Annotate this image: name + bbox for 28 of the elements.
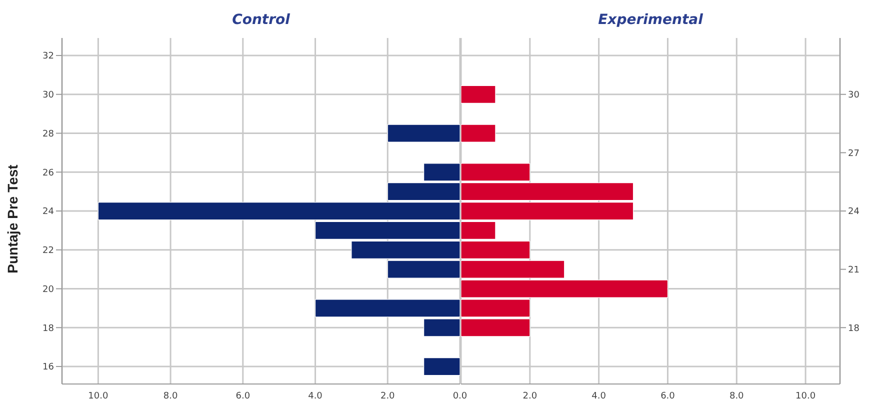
y-tick-label: 24 — [42, 207, 54, 218]
x-tick-label: 2.0 — [522, 391, 538, 402]
x-tick-label: 10.0 — [796, 391, 816, 402]
y-axis-title: Puntaje Pre Test — [4, 164, 20, 274]
x-tick-label: 6.0 — [236, 391, 250, 402]
x-tick-label: 6.0 — [660, 391, 676, 402]
x-tick-label: 4.0 — [308, 391, 323, 402]
x-tick-label: 0.0 — [452, 391, 468, 402]
chart-title: Experimental — [597, 12, 704, 28]
y-tick-label: 27 — [848, 148, 860, 159]
y-tick-label: 24 — [848, 207, 860, 218]
y-tick-label: 16 — [42, 362, 54, 373]
y-tick-label: 20 — [42, 284, 54, 295]
y-tick-label: 28 — [42, 129, 54, 140]
y-tick-label: 18 — [42, 324, 54, 334]
y-tick-label: 18 — [848, 324, 860, 334]
x-tick-label: 8.0 — [163, 391, 178, 402]
x-tick-label: 8.0 — [729, 391, 744, 402]
chart-title: Control — [231, 12, 291, 28]
y-tick-label: 30 — [848, 90, 860, 101]
x-tick-label: 2.0 — [380, 391, 396, 402]
y-tick-label: 30 — [42, 90, 54, 101]
y-tick-label: 21 — [848, 266, 860, 276]
y-tick-label: 26 — [42, 168, 54, 178]
x-tick-label: 10.0 — [88, 391, 108, 402]
x-tick-label: 4.0 — [592, 391, 606, 402]
y-tick-label: 32 — [42, 52, 54, 62]
y-tick-label: 22 — [42, 246, 54, 256]
